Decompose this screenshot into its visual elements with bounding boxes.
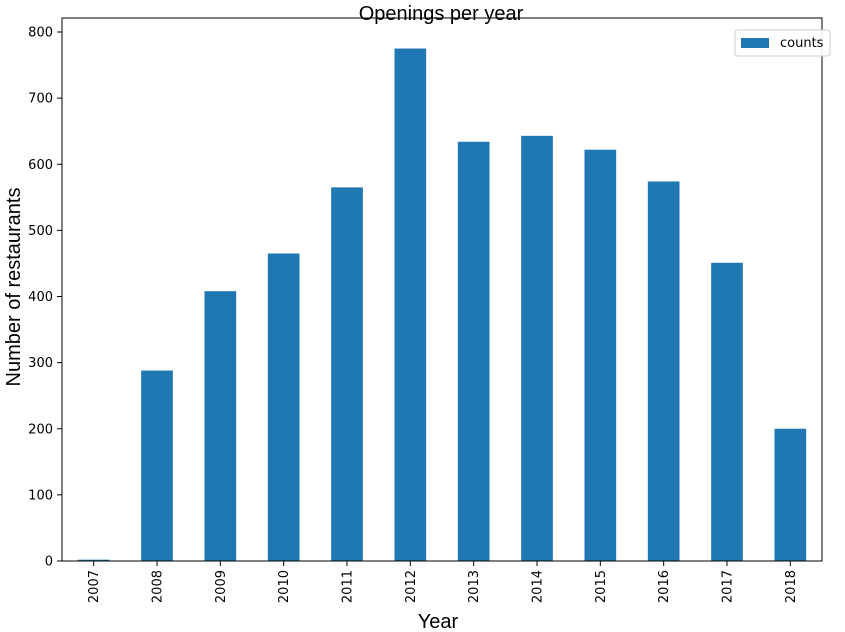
bar-2016 <box>647 181 680 561</box>
bar-group <box>77 48 807 561</box>
x-tick-label: 2015 <box>594 570 609 603</box>
bar-2012 <box>394 48 427 561</box>
legend: counts <box>734 29 831 57</box>
x-tick-label: 2018 <box>784 570 799 603</box>
y-tick-label: 500 <box>28 224 53 239</box>
y-tick-label: 0 <box>45 555 53 570</box>
legend-label: counts <box>780 36 824 51</box>
legend-swatch <box>741 38 769 48</box>
bar-2009 <box>204 291 237 561</box>
bar-2010 <box>267 253 300 561</box>
y-tick-label: 100 <box>28 488 53 503</box>
y-axis-title: Number of restaurants <box>3 188 25 387</box>
bar-2011 <box>331 187 363 561</box>
plot-frame <box>61 17 823 562</box>
bar-2017 <box>711 262 743 561</box>
x-tick-label: 2011 <box>341 570 356 603</box>
legend-box <box>734 29 831 57</box>
x-tick-label: 2014 <box>531 570 546 603</box>
y-tick-label: 600 <box>28 158 53 173</box>
bar-2007 <box>77 559 110 561</box>
bar-2015 <box>584 149 617 561</box>
x-tick-label: 2016 <box>657 570 672 603</box>
bar-2008 <box>141 370 173 561</box>
x-axis: 2007 2008 2009 2010 2011 2012 2013 2014 2015 2016… <box>87 561 799 603</box>
x-axis-title: Year <box>418 611 459 632</box>
x-tick-label: 2013 <box>467 570 482 603</box>
y-tick-label: 300 <box>28 356 53 371</box>
x-tick-label: 2007 <box>87 570 102 603</box>
x-tick-label: 2008 <box>151 570 166 603</box>
y-tick-label: 400 <box>28 290 53 305</box>
chart-title: Openings per year <box>359 3 524 25</box>
bar-2014 <box>521 135 553 561</box>
x-tick-label: 2010 <box>277 570 292 603</box>
x-tick-label: 2012 <box>404 570 419 603</box>
y-tick-label: 700 <box>28 92 53 107</box>
x-tick-label: 2017 <box>721 570 736 603</box>
y-tick-label: 200 <box>28 422 53 437</box>
bar-2018 <box>774 428 807 561</box>
y-axis: 0 100 200 300 400 500 600 700 800 <box>28 26 62 570</box>
y-tick-label: 800 <box>28 26 53 41</box>
x-tick-label: 2009 <box>214 570 229 603</box>
bar-2013 <box>457 141 490 561</box>
